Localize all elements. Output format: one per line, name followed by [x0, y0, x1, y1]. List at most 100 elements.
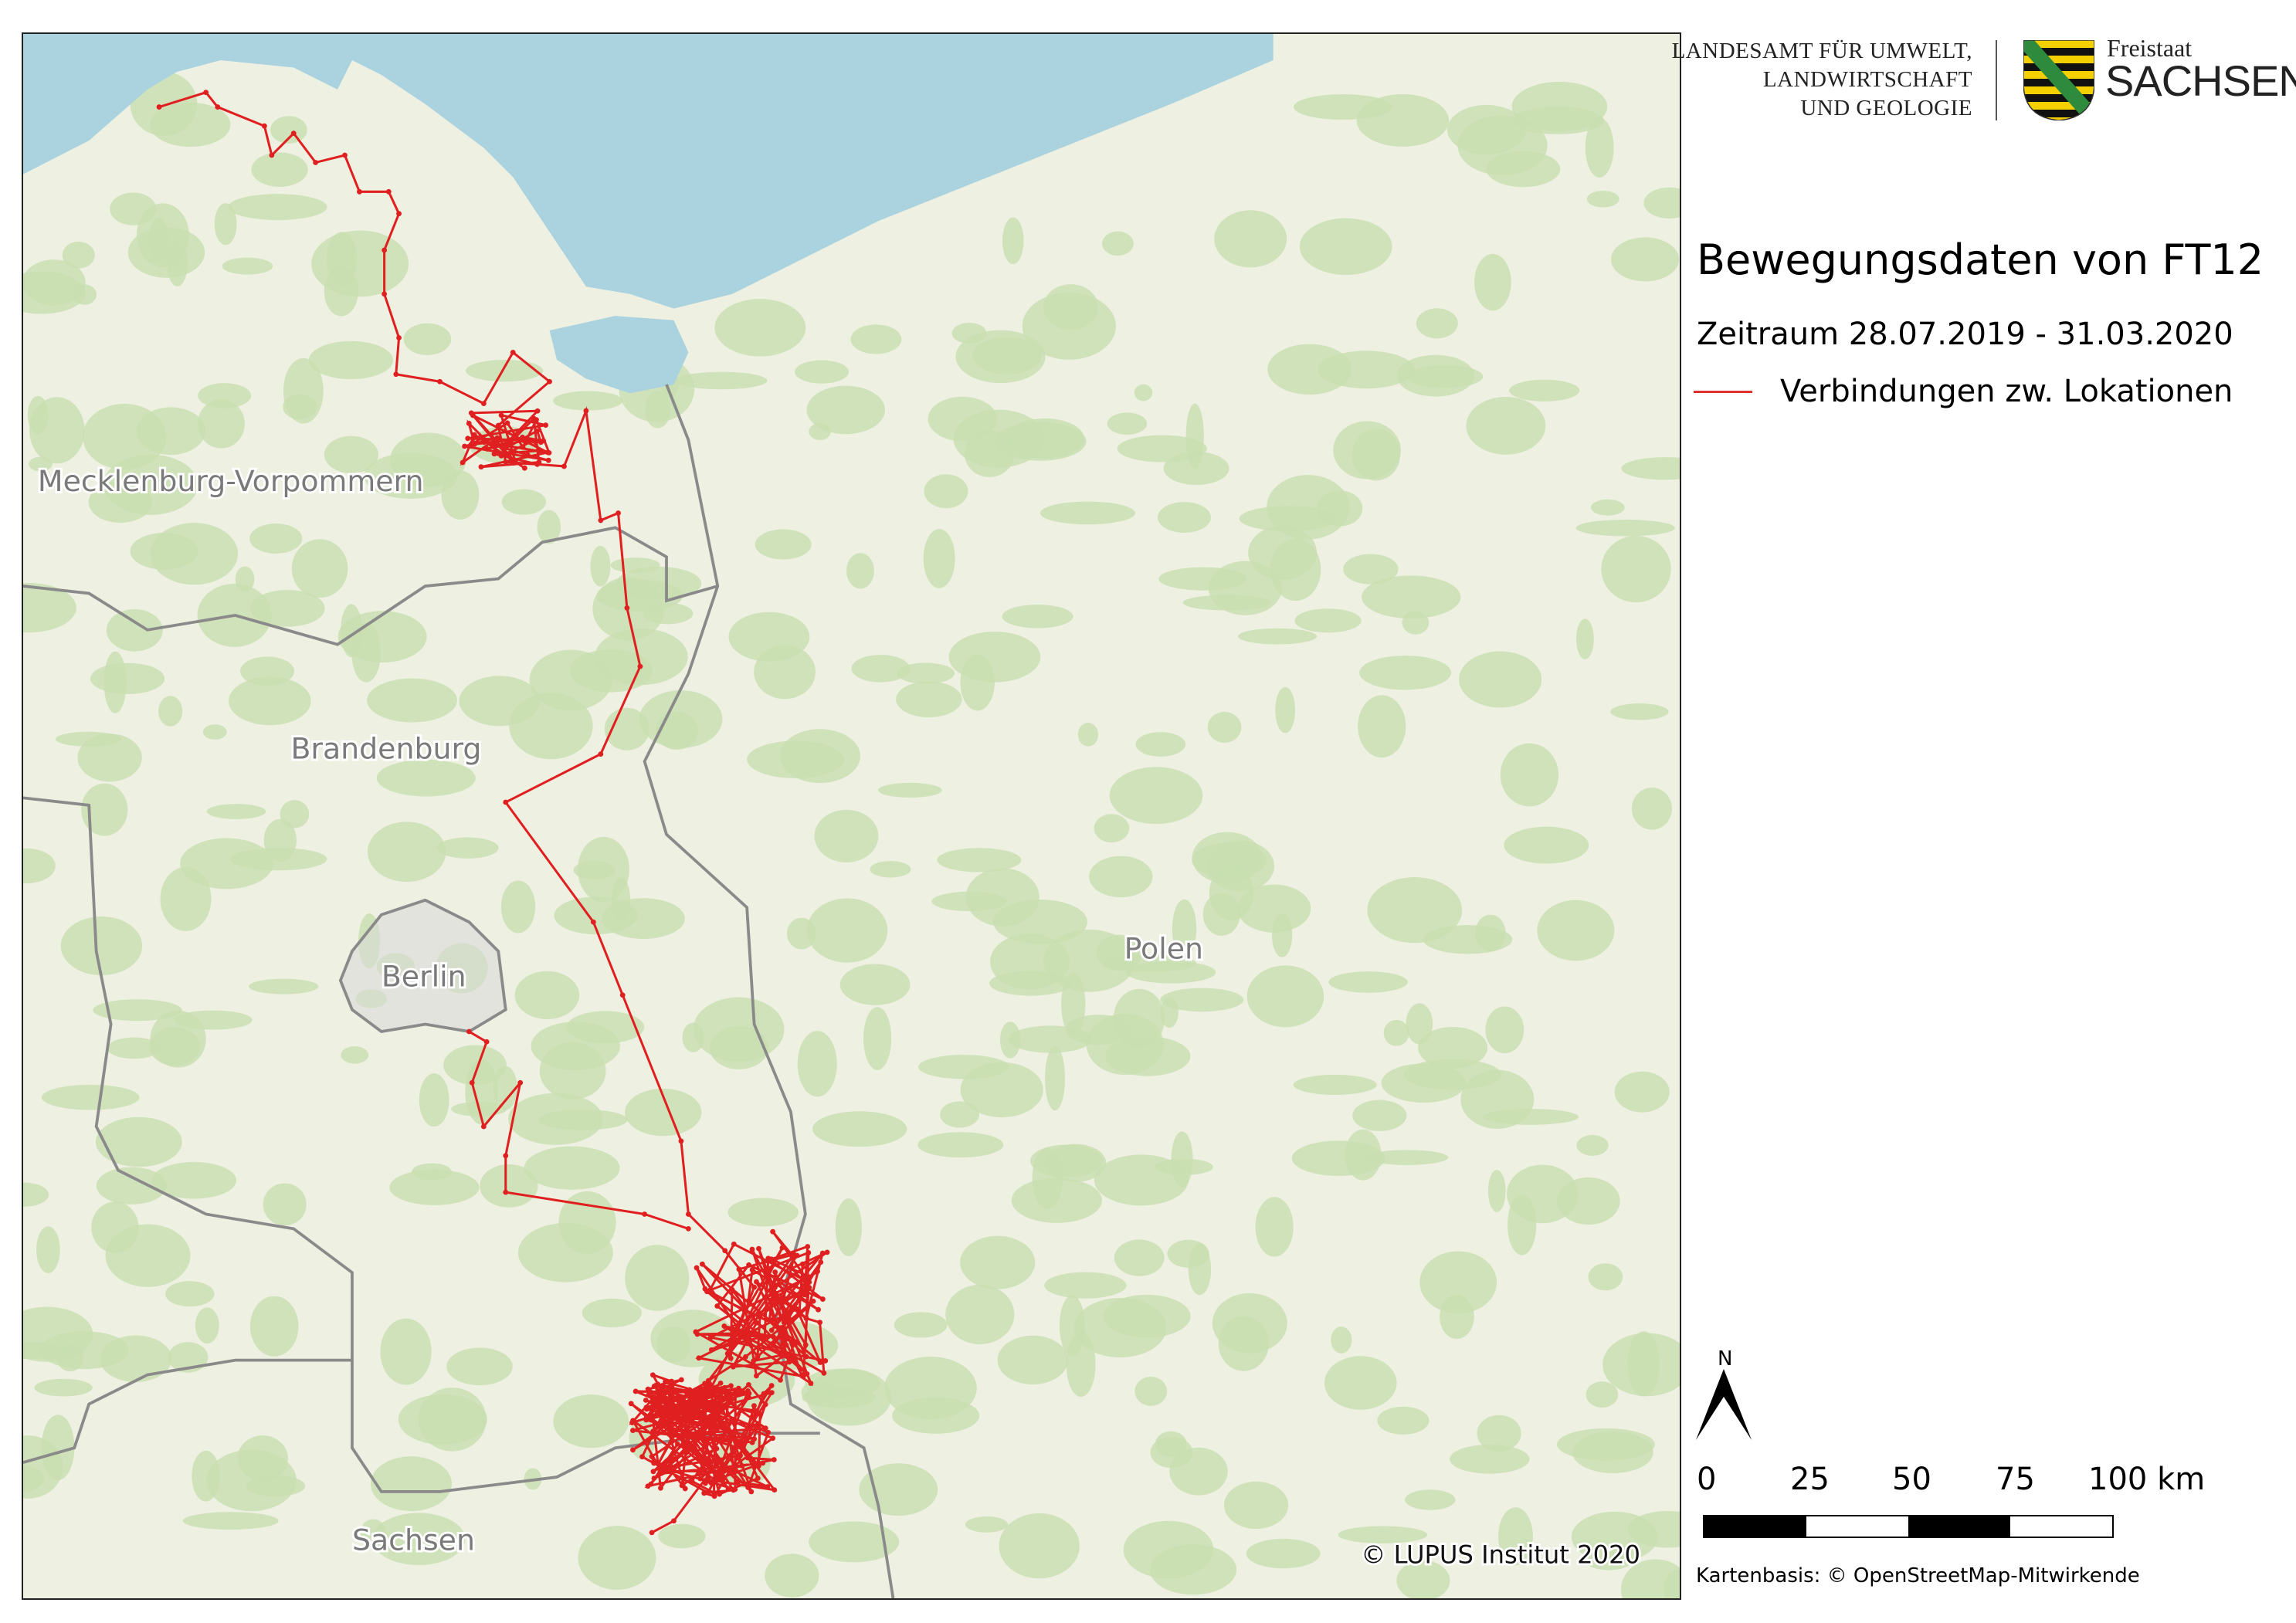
forest-patch	[1039, 501, 1135, 525]
location-point	[651, 1384, 657, 1389]
location-point	[700, 1462, 706, 1468]
location-point	[707, 1334, 714, 1340]
forest-patch	[1223, 1481, 1289, 1530]
location-point	[658, 1406, 663, 1411]
location-point	[782, 1351, 789, 1357]
forest-patch	[1419, 1251, 1497, 1314]
forest-patch	[1324, 1356, 1397, 1410]
forest-patch	[1157, 502, 1211, 534]
location-point	[768, 1297, 774, 1303]
forest-patch	[1343, 554, 1399, 584]
forest-patch	[151, 1161, 237, 1199]
location-point	[501, 446, 507, 452]
forest-patch	[1643, 187, 1680, 219]
location-point	[731, 1487, 736, 1493]
location-point	[658, 1388, 664, 1394]
location-point	[771, 1457, 777, 1462]
location-point	[718, 1433, 724, 1439]
forest-patch	[228, 194, 327, 221]
location-point	[757, 1411, 763, 1417]
location-point	[655, 1412, 661, 1418]
forest-patch	[1621, 457, 1680, 480]
forest-patch	[1246, 1538, 1321, 1569]
forest-patch	[1169, 1447, 1228, 1496]
location-point	[666, 1421, 673, 1428]
location-point	[663, 1379, 668, 1385]
forest-patch	[55, 731, 122, 747]
location-point	[690, 1401, 696, 1407]
location-point	[789, 1266, 795, 1272]
location-point	[731, 1469, 737, 1475]
location-point	[778, 1325, 785, 1330]
location-point	[722, 1248, 728, 1254]
scale-tick-label: 50	[1892, 1462, 1931, 1497]
forest-patch	[835, 1198, 863, 1257]
forest-patch	[972, 337, 1042, 374]
location-point	[503, 1153, 509, 1159]
forest-patch	[924, 474, 968, 509]
forest-patch	[1246, 965, 1324, 1028]
location-point	[738, 1442, 744, 1448]
location-point	[714, 1445, 720, 1452]
location-point	[706, 1382, 712, 1388]
forest-patch	[1477, 1415, 1521, 1452]
label-sachsen: Sachsen	[352, 1523, 475, 1557]
forest-patch	[1160, 998, 1179, 1028]
forest-patch	[1396, 354, 1475, 397]
location-point	[802, 1342, 809, 1348]
forest-patch	[945, 1284, 1015, 1344]
forest-patch	[1345, 1129, 1382, 1181]
location-point	[708, 1347, 714, 1353]
forest-patch	[1208, 561, 1283, 615]
location-point	[697, 1385, 704, 1391]
location-point	[770, 1228, 776, 1235]
location-point	[686, 1225, 691, 1232]
location-point	[517, 1079, 524, 1086]
location-point	[468, 410, 474, 416]
forest-patch	[693, 997, 785, 1062]
location-point	[643, 1404, 649, 1411]
location-point	[816, 1306, 821, 1313]
location-point	[727, 1399, 733, 1404]
forest-patch	[376, 759, 476, 797]
location-point	[782, 1298, 788, 1304]
location-point	[745, 1298, 751, 1304]
location-point	[756, 1245, 761, 1252]
forest-patch	[308, 341, 394, 380]
forest-patch	[36, 1226, 60, 1273]
location-point	[671, 1518, 677, 1524]
location-point	[766, 1317, 772, 1323]
forest-patch	[1237, 628, 1318, 645]
location-point	[796, 1309, 802, 1315]
forest-patch	[81, 783, 128, 836]
location-point	[666, 1384, 672, 1391]
forest-patch	[1359, 656, 1452, 690]
forest-patch	[1358, 695, 1406, 758]
agency-line: UND GEOLOGIE	[1800, 96, 1972, 120]
forest-patch	[263, 818, 297, 862]
location-point	[710, 1392, 716, 1398]
location-point	[746, 1382, 751, 1388]
location-point	[690, 1396, 697, 1402]
location-point	[393, 371, 399, 378]
forest-patch	[418, 1388, 487, 1452]
location-point	[498, 412, 504, 418]
location-point	[697, 1476, 704, 1482]
location-point	[495, 422, 501, 429]
forest-patch	[90, 662, 165, 694]
location-point	[702, 1286, 708, 1292]
forest-patch	[806, 385, 886, 435]
admin-borders	[23, 384, 895, 1598]
location-point	[674, 1441, 680, 1447]
forest-patch	[222, 257, 273, 275]
forest-patch	[1406, 1003, 1433, 1045]
period-text: Zeitraum 28.07.2019 - 31.03.2020	[1697, 317, 2233, 352]
location-point	[822, 1358, 829, 1364]
forest-patch	[537, 510, 561, 544]
map-frame[interactable]: Mecklenburg-Vorpommern Brandenburg Berli…	[22, 32, 1681, 1600]
label-mecklenburg-vorpommern: Mecklenburg-Vorpommern	[38, 464, 424, 498]
forest-patch	[1610, 703, 1669, 720]
forest-patch	[675, 371, 768, 390]
map-canvas[interactable]: Mecklenburg-Vorpommern Brandenburg Berli…	[23, 34, 1680, 1598]
location-point	[261, 123, 267, 129]
